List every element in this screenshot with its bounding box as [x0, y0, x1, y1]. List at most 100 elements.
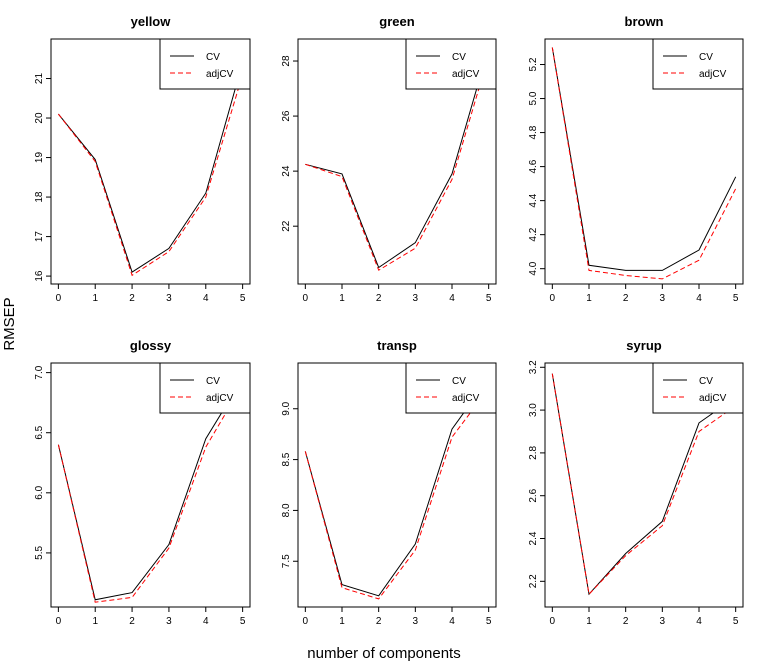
legend-label-adjCV: adjCV [452, 69, 480, 80]
y-tick-label: 6.5 [34, 425, 45, 439]
x-tick-label: 4 [696, 616, 702, 627]
plot-frame [297, 38, 497, 285]
y-tick-label: 2.8 [528, 446, 539, 460]
x-tick-label: 0 [303, 616, 309, 627]
plot-frame [50, 362, 251, 608]
y-tick-label: 8.0 [281, 503, 292, 517]
x-tick-label: 1 [586, 293, 592, 304]
x-tick-label: 3 [660, 616, 666, 627]
y-tick-label: 7.0 [34, 365, 45, 379]
x-tick-label: 4 [696, 293, 702, 304]
panel-syrup: syrup 0 1 2 3 4 5 2.2 2.4 2.6 2.8 3.0 3.2 CV adjCV [528, 338, 744, 627]
plot-frame [50, 38, 251, 285]
x-tick-label: 5 [733, 616, 739, 627]
x-tick-label: 2 [129, 293, 135, 304]
y-tick-label: 4.6 [528, 159, 539, 173]
x-tick-label: 3 [166, 616, 172, 627]
series-line-CV [551, 47, 737, 271]
x-tick-label: 4 [203, 616, 209, 627]
x-tick-label: 5 [240, 293, 246, 304]
y-tick-label: 3.2 [528, 360, 539, 374]
y-tick-label: 18 [34, 191, 45, 203]
legend-label-CV: CV [699, 376, 713, 387]
x-tick-label: 1 [92, 616, 98, 627]
x-axis-title: number of components [307, 645, 460, 662]
legend-label-adjCV: adjCV [206, 69, 234, 80]
legend: CV adjCV [652, 38, 744, 90]
legend-label-CV: CV [452, 376, 466, 387]
x-tick-label: 3 [660, 293, 666, 304]
legend-box [405, 362, 497, 414]
panel-series [305, 47, 490, 271]
y-tick-label: 2.6 [528, 488, 539, 502]
legend-label-CV: CV [206, 52, 220, 63]
panel-brown: brown 0 1 2 3 4 5 4.0 4.2 4.4 4.6 4.8 5.0 5.2 CV adjCV [528, 14, 744, 304]
series-line-adjCV [305, 55, 490, 271]
x-tick-label: 3 [413, 616, 419, 627]
legend-box [159, 38, 251, 90]
legend-label-CV: CV [699, 52, 713, 63]
y-tick-label: 16 [34, 270, 45, 282]
x-tick-label: 5 [486, 616, 492, 627]
y-tick-label: 4.8 [528, 125, 539, 139]
y-tick-label: 20 [34, 112, 45, 124]
y-tick-label: 19 [34, 152, 45, 164]
series-line-CV [58, 62, 244, 273]
legend: CV adjCV [405, 362, 497, 414]
x-tick-label: 0 [550, 293, 556, 304]
x-tick-label: 2 [376, 293, 382, 304]
x-tick-label: 1 [586, 616, 592, 627]
y-tick-label: 4.4 [528, 193, 539, 207]
panel-title: brown [625, 14, 664, 29]
legend-box [652, 38, 744, 90]
legend-box [652, 362, 744, 414]
x-tick-label: 1 [339, 616, 345, 627]
y-tick-label: 8.5 [281, 452, 292, 466]
legend-label-adjCV: adjCV [699, 69, 727, 80]
series-line-adjCV [57, 384, 244, 603]
y-tick-label: 17 [34, 231, 45, 243]
panel-green: green 0 1 2 3 4 5 22 24 26 28 CV adjCV [281, 14, 497, 304]
panel-series [304, 377, 490, 600]
panel-series [57, 378, 244, 603]
legend: CV adjCV [159, 362, 251, 414]
x-tick-label: 2 [376, 616, 382, 627]
legend: CV adjCV [652, 362, 744, 414]
x-tick-label: 0 [56, 616, 62, 627]
panel-yellow: yellow 0 1 2 3 4 5 16 17 18 19 20 21 CV adjCV [34, 14, 251, 304]
x-tick-label: 4 [449, 616, 455, 627]
legend-box [405, 38, 497, 90]
series-line-adjCV [304, 388, 490, 600]
plot-frame [544, 38, 744, 285]
panel-title: transp [377, 338, 417, 353]
series-line-adjCV [551, 373, 736, 596]
y-tick-label: 4.2 [528, 227, 539, 241]
plot-frame [297, 362, 497, 608]
series-line-CV [304, 377, 490, 597]
series-line-adjCV [551, 47, 737, 280]
x-tick-label: 2 [129, 616, 135, 627]
y-tick-label: 22 [281, 220, 292, 232]
plot-frame [544, 362, 744, 608]
y-tick-label: 28 [281, 55, 292, 67]
y-tick-label: 24 [281, 165, 292, 177]
legend-label-adjCV: adjCV [206, 393, 234, 404]
panel-title: green [379, 14, 414, 29]
y-tick-label: 2.2 [528, 574, 539, 588]
x-tick-label: 0 [550, 616, 556, 627]
y-tick-label: 5.2 [528, 57, 539, 71]
x-tick-label: 4 [449, 293, 455, 304]
x-tick-label: 4 [203, 293, 209, 304]
y-tick-label: 3.0 [528, 403, 539, 417]
legend-label-adjCV: adjCV [452, 393, 480, 404]
y-tick-label: 9.0 [281, 401, 292, 415]
y-axis-title: RMSEP [1, 297, 18, 350]
legend-box [159, 362, 251, 414]
x-tick-label: 3 [413, 293, 419, 304]
y-tick-label: 4.0 [528, 261, 539, 275]
x-tick-label: 5 [733, 293, 739, 304]
legend-label-adjCV: adjCV [699, 393, 727, 404]
x-tick-label: 0 [303, 293, 309, 304]
